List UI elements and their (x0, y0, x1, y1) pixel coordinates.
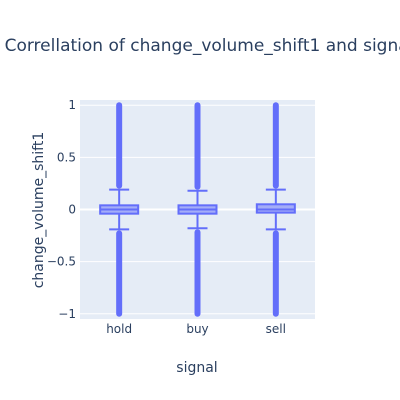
box-buy (177, 102, 218, 317)
x-tick-label: hold (106, 322, 132, 336)
box-hold (99, 102, 140, 317)
y-tick-label: 1 (68, 98, 76, 112)
x-axis-ticks: hold buy sell (106, 322, 286, 336)
box-sell (255, 102, 296, 317)
x-axis-title: signal (176, 360, 217, 376)
y-axis-title: change_volume_shift1 (31, 132, 47, 289)
x-tick-label: buy (186, 322, 208, 336)
y-tick-label: 0.5 (57, 150, 76, 164)
x-tick-label: sell (266, 322, 286, 336)
y-tick-label: −1 (58, 307, 76, 321)
chart-title: Correllation of change_volume_shift1 and… (5, 36, 400, 56)
box-series (99, 102, 296, 317)
y-tick-label: 0 (68, 203, 76, 217)
y-axis-ticks: 1 0.5 0 −0.5 −1 (47, 98, 76, 321)
box-body (255, 203, 296, 214)
y-tick-label: −0.5 (47, 255, 76, 269)
